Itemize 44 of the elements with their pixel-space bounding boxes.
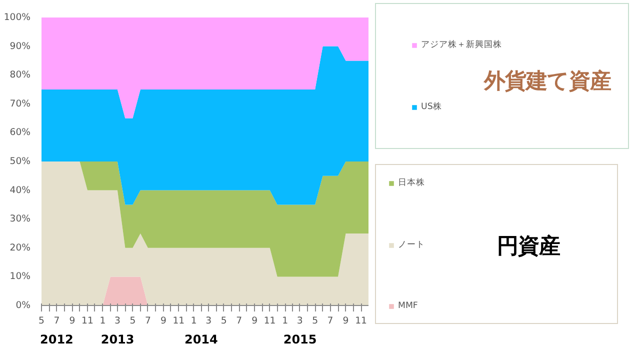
legend-label: US株 xyxy=(421,101,443,113)
y-tick-label: 0% xyxy=(16,300,31,311)
y-tick-label: 70% xyxy=(10,98,31,110)
y-tick-label: 60% xyxy=(10,127,31,138)
legend-label: アジア株＋新興国株 xyxy=(421,39,503,51)
x-tick-label: 1 xyxy=(100,316,106,326)
y-tick-label: 80% xyxy=(10,70,31,81)
x-tick-label: 7 xyxy=(327,316,334,326)
x-tick-label: 11 xyxy=(355,316,368,326)
y-tick-label: 100% xyxy=(4,12,31,23)
x-tick-label: 11 xyxy=(82,316,94,326)
x-tick-label: 9 xyxy=(69,316,76,326)
x-tick-label: 9 xyxy=(160,316,166,326)
y-tick-label: 90% xyxy=(10,40,31,52)
x-tick-label: 1 xyxy=(190,316,197,326)
x-tick-label: 5 xyxy=(38,316,45,326)
y-tick-label: 40% xyxy=(10,184,31,196)
x-tick-label: 7 xyxy=(144,316,151,326)
text: 2014 xyxy=(184,332,218,346)
x-tick-label: 7 xyxy=(54,316,60,326)
y-tick-label: 20% xyxy=(10,242,31,254)
x-tick-label: 5 xyxy=(312,316,318,326)
text: 2015 xyxy=(283,332,317,346)
y-tick-label: 50% xyxy=(10,156,31,167)
x-tick-label: 9 xyxy=(342,316,349,326)
y-tick-label: 30% xyxy=(10,214,31,225)
x-tick-label: 3 xyxy=(114,316,120,326)
legend-label: ノート xyxy=(398,240,425,250)
x-tick-label: 5 xyxy=(220,316,227,326)
text: 外貨建て資産 xyxy=(483,69,611,94)
x-tick-label: 3 xyxy=(206,316,212,326)
x-tick-label: 7 xyxy=(236,316,242,326)
x-tick-label: 3 xyxy=(296,316,303,326)
text: 円資産 xyxy=(497,234,560,259)
text: 2012 xyxy=(40,332,74,346)
legend-label: 日本株 xyxy=(398,177,426,189)
legend-label: MMF xyxy=(398,301,419,311)
text: 2013 xyxy=(100,332,134,346)
x-tick-label: 11 xyxy=(172,316,185,326)
x-tick-label: 11 xyxy=(264,316,276,326)
x-tick-label: 1 xyxy=(282,316,288,326)
x-tick-label: 9 xyxy=(252,316,258,326)
x-tick-label: 5 xyxy=(130,316,136,326)
y-tick-label: 10% xyxy=(10,271,31,282)
